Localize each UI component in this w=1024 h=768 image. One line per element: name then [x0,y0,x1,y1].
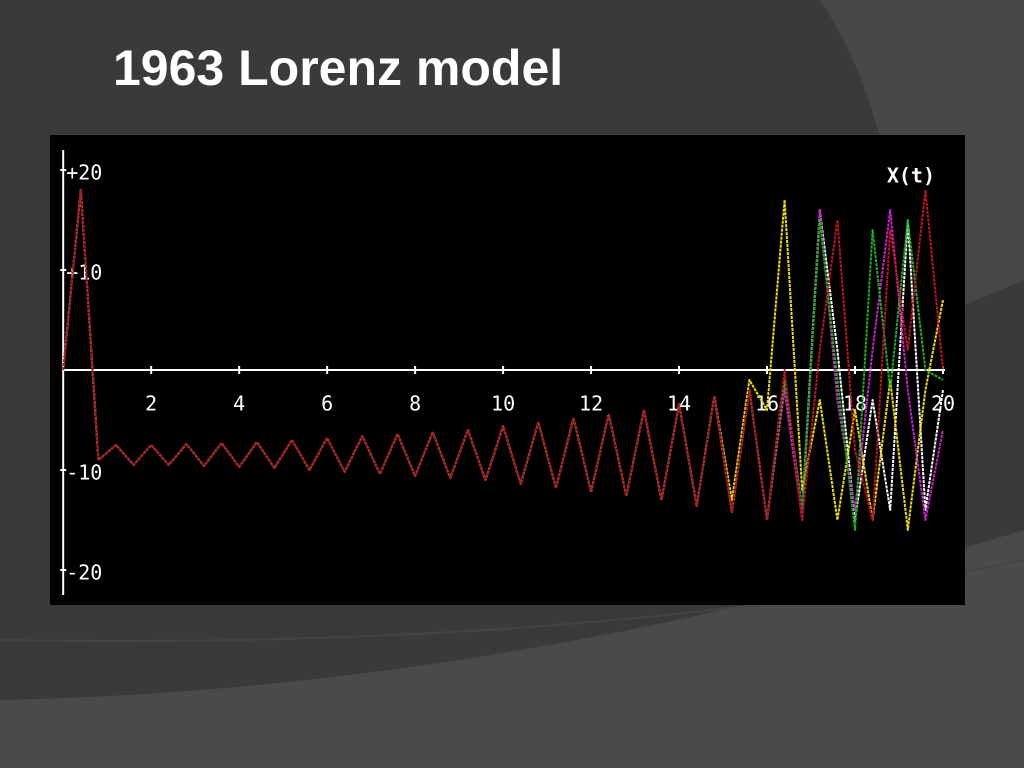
slide-title: 1963 Lorenz model [113,40,563,96]
x-tick-label: 6 [321,392,333,416]
y-tick-label: +20 [66,161,102,185]
x-tick-label: 4 [233,392,245,416]
x-tick-label: 16 [755,392,779,416]
y-tick-label: -10 [66,461,102,485]
x-tick-label: 10 [491,392,515,416]
x-tick-label: 2 [145,392,157,416]
decor-shape [0,530,1024,768]
x-tick-label: 12 [579,392,603,416]
annotation: X(t) [887,164,935,188]
x-tick-label: 8 [409,392,421,416]
y-tick-label: -20 [66,561,102,585]
series-line [62,189,944,521]
